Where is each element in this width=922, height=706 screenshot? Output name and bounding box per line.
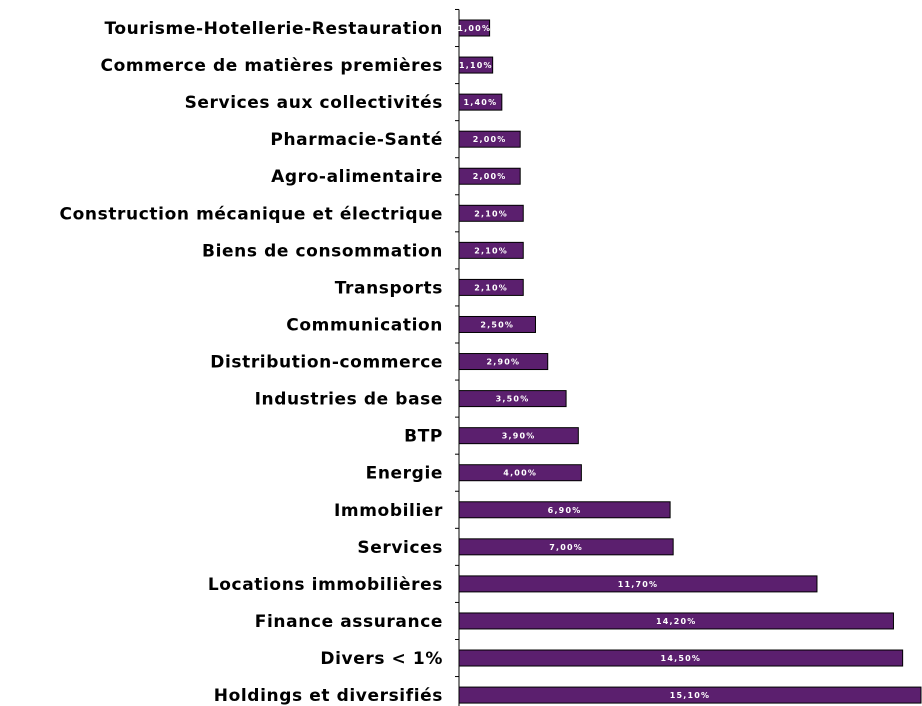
category-label: Agro-alimentaire <box>271 167 443 187</box>
category-label: Holdings et diversifiés <box>214 686 443 706</box>
value-label: 15,10% <box>670 691 711 700</box>
category-label: Finance assurance <box>255 612 443 632</box>
category-label: Services <box>357 538 443 558</box>
bar <box>458 315 536 333</box>
bar <box>458 464 582 482</box>
bar <box>458 130 521 148</box>
bar <box>458 649 904 667</box>
value-label: 4,00% <box>503 469 537 478</box>
category-label: Immobilier <box>334 501 443 521</box>
value-label: 3,50% <box>496 395 530 404</box>
category-label: Biens de consommation <box>202 241 443 261</box>
bar <box>458 501 671 519</box>
value-label: 3,90% <box>502 432 536 441</box>
bar <box>458 538 674 556</box>
bar <box>458 353 549 371</box>
category-label: Commerce de matières premières <box>101 56 443 76</box>
value-label: 1,40% <box>464 98 498 107</box>
value-label: 2,00% <box>473 172 507 181</box>
bar <box>458 390 567 408</box>
bar <box>458 686 922 704</box>
bar <box>458 278 524 296</box>
value-label: 2,90% <box>486 358 520 367</box>
value-label: 2,00% <box>473 135 507 144</box>
category-label: Tourisme-Hotellerie-Restauration <box>104 19 443 39</box>
value-label: 14,20% <box>656 617 697 626</box>
bar <box>458 204 524 222</box>
bar <box>458 93 503 111</box>
value-label: 7,00% <box>549 543 583 552</box>
category-label: Locations immobilières <box>208 575 443 595</box>
value-label: 11,70% <box>618 580 659 589</box>
value-label: 6,90% <box>548 506 582 515</box>
bar <box>458 427 579 445</box>
category-label: Communication <box>286 315 443 335</box>
category-label: Pharmacie-Santé <box>270 130 443 150</box>
value-label: 2,10% <box>474 283 508 292</box>
category-label: BTP <box>404 427 443 447</box>
value-label: 1,10% <box>459 61 493 70</box>
category-label: Construction mécanique et électrique <box>60 204 443 224</box>
category-label: Energie <box>366 464 443 484</box>
category-label: Distribution-commerce <box>210 353 443 373</box>
bar <box>458 167 521 185</box>
category-label: Services aux collectivités <box>185 93 443 113</box>
value-label: 2,10% <box>474 246 508 255</box>
bar <box>458 612 894 630</box>
bar <box>458 241 524 259</box>
value-label: 1,00% <box>457 24 491 33</box>
value-label: 14,50% <box>661 654 702 663</box>
value-label: 2,50% <box>480 320 514 329</box>
category-label: Industries de base <box>255 390 443 410</box>
bar <box>458 575 818 593</box>
bar <box>458 19 491 37</box>
category-label: Transports <box>335 278 443 298</box>
bar <box>458 56 494 74</box>
value-label: 2,10% <box>474 209 508 218</box>
category-label: Divers < 1% <box>320 649 443 669</box>
